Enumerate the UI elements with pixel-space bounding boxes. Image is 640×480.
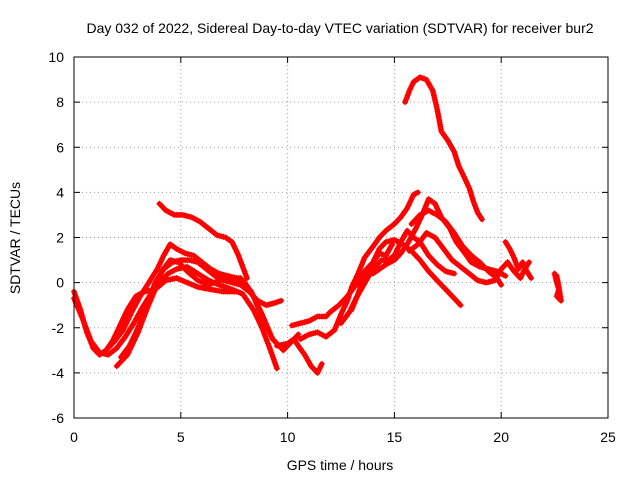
x-tick-label: 10 xyxy=(280,429,296,445)
chart-title: Day 032 of 2022, Sidereal Day-to-day VTE… xyxy=(86,20,593,36)
series-sat-o xyxy=(402,74,485,223)
y-axis-title: SDTVAR / TECUs xyxy=(7,182,23,294)
data-series-layer xyxy=(71,74,564,376)
plus-markers xyxy=(551,270,564,304)
series-sat-q xyxy=(504,259,532,282)
y-tick-label: 10 xyxy=(48,49,64,65)
series-sat-i xyxy=(297,189,421,342)
x-axis-title: GPS time / hours xyxy=(287,457,394,473)
y-tick-label: -2 xyxy=(52,320,65,336)
y-tick-label: 4 xyxy=(56,184,64,200)
series-sat-r xyxy=(551,270,564,304)
y-tick-label: 6 xyxy=(56,139,64,155)
plus-markers xyxy=(402,74,485,223)
axis-ticks: 0 5 10 15 20 25 -6 -4 -2 0 2 4 6 8 10 xyxy=(48,49,616,445)
series-sat-f xyxy=(156,200,250,282)
series-sat-n xyxy=(406,230,511,286)
y-tick-label: -4 xyxy=(52,365,65,381)
plus-markers xyxy=(408,207,505,288)
series-sat-e xyxy=(103,241,274,354)
x-tick-label: 5 xyxy=(177,429,185,445)
y-tick-label: 0 xyxy=(56,275,64,291)
plus-markers xyxy=(103,241,274,354)
plus-markers xyxy=(273,336,325,376)
plus-markers xyxy=(156,200,250,282)
y-tick-label: 8 xyxy=(56,94,64,110)
x-tick-label: 20 xyxy=(493,429,509,445)
x-tick-label: 25 xyxy=(600,429,616,445)
x-tick-label: 0 xyxy=(70,429,78,445)
y-tick-label: -6 xyxy=(52,410,65,426)
x-tick-label: 15 xyxy=(387,429,403,445)
plus-markers xyxy=(297,189,421,342)
plus-markers xyxy=(504,259,532,282)
series-sat-g xyxy=(273,336,325,376)
y-tick-label: 2 xyxy=(56,230,64,246)
plus-markers xyxy=(406,230,511,286)
series-sat-m xyxy=(408,207,505,288)
